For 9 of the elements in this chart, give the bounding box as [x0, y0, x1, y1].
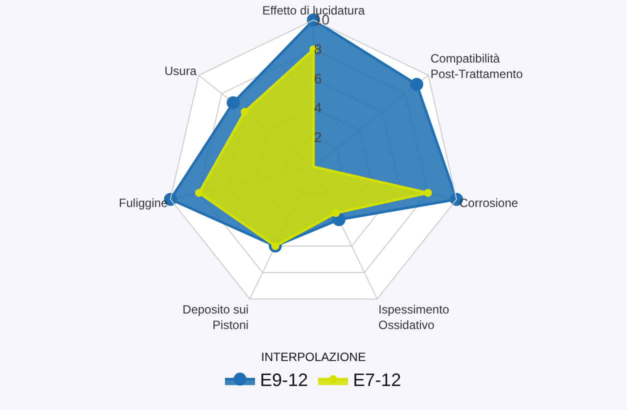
spoke-label: Ispessimento Ossidativo: [378, 302, 450, 332]
spoke-label: Fuliggine: [118, 196, 168, 210]
spoke-label: Compatibilità Post-Trattamento: [430, 52, 524, 82]
spoke-label: Usura: [164, 64, 197, 78]
legend-title: INTERPOLAZIONE: [261, 350, 366, 364]
spoke-label: Corrosione: [459, 196, 518, 210]
legend-label: E9-12: [260, 370, 308, 390]
legend-label: E7-12: [353, 370, 402, 390]
spoke-label: Deposito sui Pistoni: [182, 302, 249, 332]
